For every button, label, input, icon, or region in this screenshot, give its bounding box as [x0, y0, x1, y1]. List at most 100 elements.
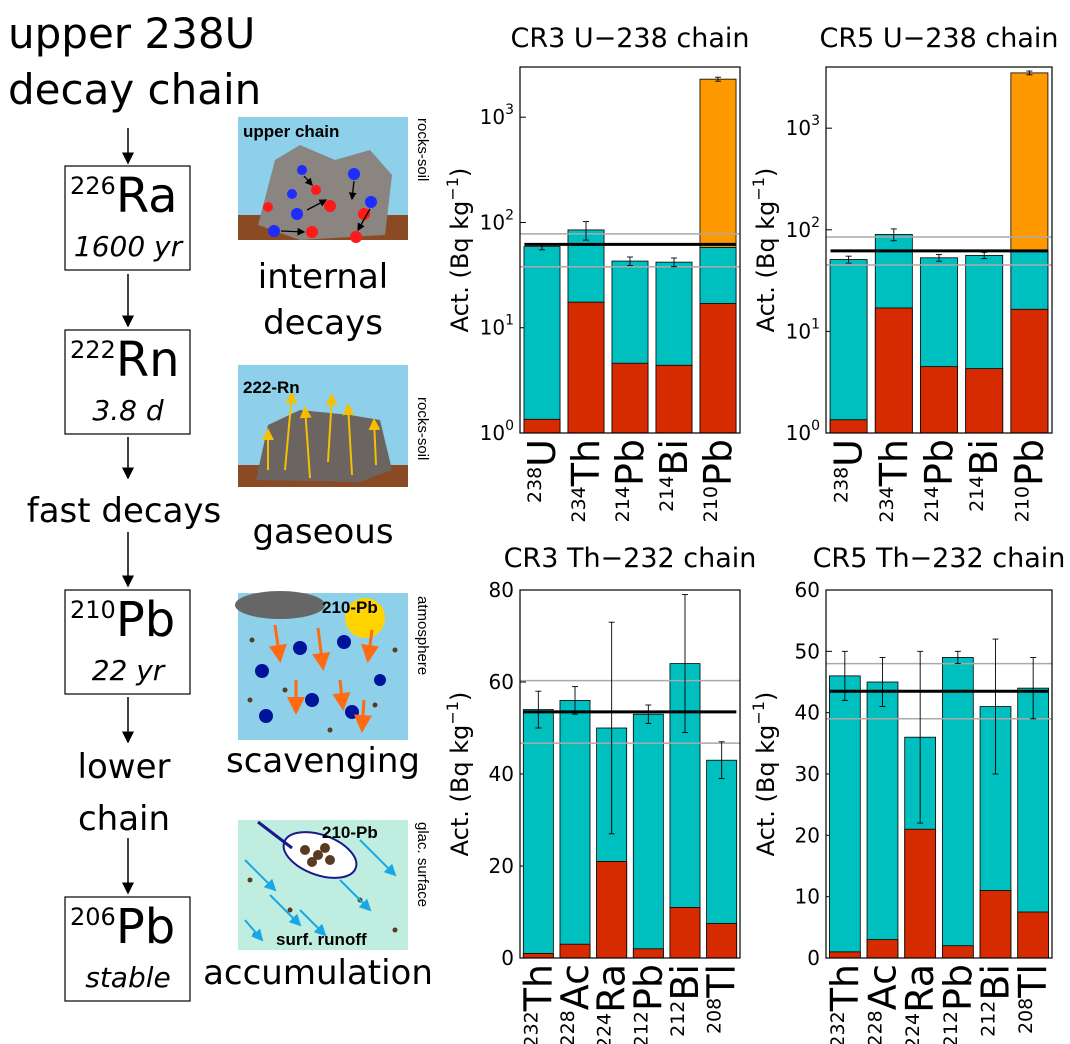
bar	[568, 302, 604, 433]
tick-base: 10	[786, 319, 811, 343]
bar	[1011, 309, 1048, 433]
y-tick-label: 100	[480, 418, 514, 445]
panel-label: 210-Pb	[322, 598, 378, 617]
y-label-end: )	[752, 168, 780, 177]
mass-number: 212	[978, 1001, 1000, 1037]
mass: 222	[70, 336, 116, 364]
symbol: Pb	[116, 899, 175, 955]
figure: upper 238U decay chain 226Ra 1600 yr 222…	[0, 0, 1070, 1044]
mass-number: 238	[524, 467, 546, 503]
bar	[980, 891, 1011, 958]
element-symbol: Pb	[608, 439, 652, 486]
y-tick-label: 60	[795, 578, 820, 602]
mass-number: 212	[630, 1011, 652, 1044]
y-tick-label: 100	[786, 418, 820, 445]
diagram-title: decay chain	[8, 65, 261, 114]
mass-number: 228	[557, 1010, 579, 1044]
x-tick-label: 234Th	[564, 439, 608, 523]
mass: 226	[70, 172, 116, 200]
bar	[707, 924, 737, 959]
tick-exp: 0	[811, 418, 820, 434]
chart-title: CR3 Th−232 chain	[504, 543, 757, 574]
step-label: fast decays	[27, 491, 222, 531]
tick-exp: 1	[505, 313, 514, 329]
panel-scavenging: 210-Pb atmosphere scavenging	[226, 591, 431, 781]
y-tick-label: 102	[786, 215, 820, 242]
mass-number: 232	[827, 1011, 849, 1044]
y-label-sup: −1	[749, 177, 768, 201]
y-tick-label: 20	[489, 854, 514, 878]
tick-base: 10	[480, 421, 505, 445]
panel-accumulation: 210-Pb surf. runoff glac. surface accumu…	[203, 820, 433, 993]
y-label-sup: −1	[443, 701, 462, 725]
bar	[560, 700, 590, 958]
panel-label: 222-Rn	[243, 378, 300, 397]
y-label-end: )	[752, 692, 780, 701]
mass: 210	[70, 596, 116, 624]
mass-number: 210	[700, 486, 722, 522]
half-life: 3.8 d	[92, 394, 163, 427]
panel-caption: gaseous	[252, 512, 393, 552]
mass-number: 224	[594, 1013, 616, 1044]
half-life: 1600 yr	[74, 230, 184, 263]
panel-side-label: glac. surface	[414, 822, 431, 907]
bar	[875, 308, 912, 433]
decay-diagram: upper 238U decay chain 226Ra 1600 yr 222…	[8, 9, 261, 1001]
mass-number: 212	[667, 1001, 689, 1037]
y-label-text: Act. (Bq kg	[752, 201, 780, 333]
y-tick-label: 60	[489, 670, 514, 694]
panel-gaseous: 222-Rn rocks-soil gaseous	[238, 365, 431, 552]
y-tick-label: 101	[480, 313, 514, 340]
nuclide: 222Rn	[70, 332, 180, 388]
y-tick-label: 0	[501, 946, 514, 970]
chart: CR5 U−238 chainAct. (Bq kg−1)10010110210…	[749, 23, 1059, 523]
x-tick-label: 210Pb	[1007, 439, 1051, 522]
bar	[942, 657, 973, 958]
x-tick-label: 210Pb	[696, 439, 740, 522]
mass-number: 208	[1015, 998, 1037, 1034]
diagram-title: upper 238U	[8, 9, 255, 58]
mass-number: 224	[902, 1013, 924, 1044]
nuclide: 226Ra	[70, 168, 178, 224]
symbol: Ra	[116, 168, 178, 224]
tick-base: 10	[480, 210, 505, 234]
panel-caption: accumulation	[203, 953, 433, 993]
element-symbol: Th	[872, 439, 916, 487]
element-symbol: Tl	[1011, 964, 1055, 999]
mass-number: 228	[865, 1010, 887, 1044]
element-symbol: Tl	[700, 964, 744, 999]
tick-exp: 3	[505, 102, 514, 118]
half-life: stable	[85, 961, 171, 994]
y-label-end: )	[446, 692, 474, 701]
bar	[1018, 912, 1049, 958]
y-tick-label: 50	[795, 639, 820, 663]
mass-number: 214	[966, 476, 988, 512]
tick-exp: 2	[505, 207, 514, 223]
mass-number: 214	[656, 476, 678, 512]
nuclide: 210Pb	[70, 592, 175, 648]
y-label-text: Act. (Bq kg	[446, 725, 474, 857]
y-axis-label: Act. (Bq kg−1)	[749, 168, 780, 333]
chart-title: CR5 Th−232 chain	[813, 543, 1066, 574]
element-symbol: U	[827, 439, 871, 467]
y-tick-label: 30	[795, 762, 820, 786]
panel-side-label: atmosphere	[414, 596, 431, 675]
symbol: Rn	[116, 332, 180, 388]
bar	[942, 946, 973, 958]
y-tick-label: 10	[795, 885, 820, 909]
bar	[560, 944, 590, 958]
tick-exp: 0	[505, 418, 514, 434]
y-tick-label: 0	[807, 946, 820, 970]
panel-caption: internal	[258, 257, 388, 297]
y-tick-label: 40	[489, 762, 514, 786]
step-label: chain	[78, 799, 170, 839]
x-tick-label: 214Pb	[917, 439, 961, 522]
panel-upper-chain: upper chain rocks-soil internal decays	[238, 117, 431, 343]
bar	[867, 940, 898, 958]
step-label: lower	[78, 747, 171, 787]
tick-exp: 3	[811, 113, 820, 129]
bar	[830, 420, 867, 433]
chart-title: CR5 U−238 chain	[820, 23, 1059, 54]
